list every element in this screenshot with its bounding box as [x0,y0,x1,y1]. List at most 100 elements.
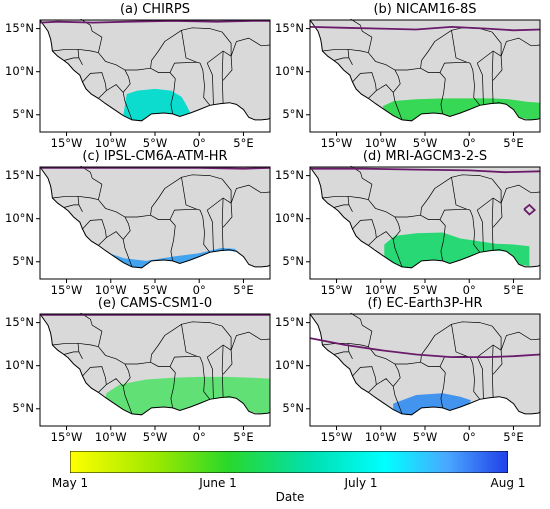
lon-tick-label: 5°E [503,283,524,297]
map-panel-cams-csm1-0: (e) CAMS-CSM1-0 15°N 10°N 5°N 15°W 10°W 5°W 0° 5… [5,296,271,456]
country-border [439,208,471,220]
country-border [368,378,403,415]
map-panel-ec-earth3p-hr: (f) EC-Earth3P-HR 15°N 10°N 5°N 15°W 10°W 5°W 0… [275,296,541,456]
lon-tick-label: 0° [192,136,206,150]
country-border [82,72,107,91]
country-border [492,56,503,81]
coastline [39,313,271,416]
rainfall-contour [40,167,271,170]
country-border [63,57,79,61]
colorbar-label: Date [275,490,305,504]
country-border [492,203,503,228]
country-border [170,225,176,261]
country-border [150,27,223,69]
lon-tick-label: 5°E [233,136,254,150]
panel-title: (b) NICAM16-8S [373,2,477,17]
lon-tick-label: 5°W [412,283,438,297]
lon-tick-label: 10°W [94,283,127,297]
lat-tick-label: 10°N [275,63,304,78]
country-border [420,321,493,363]
country-border [352,219,377,238]
lat-tick-label: 10°N [275,357,304,372]
country-border [206,209,214,252]
rainfall-contour [309,337,541,358]
onset-date-shading [109,248,244,268]
map-canvas [36,312,271,430]
lon-tick-label: 5°E [233,283,254,297]
country-border [368,346,401,387]
lon-tick-label: 0° [192,283,206,297]
country-border [63,204,79,208]
country-border [230,331,271,351]
country-border [491,344,494,398]
country-border [500,184,541,204]
coastline [309,166,541,269]
country-border [440,78,446,114]
country-border [98,84,133,121]
country-border [80,165,103,200]
map-panel-mri-agcm3-2-s: (d) MRI-AGCM3-2-S 15°N 10°N 5°N 15°W 10°W 5°W 0… [275,149,541,309]
country-border [368,52,401,93]
country-border [80,312,103,347]
lon-tick-label: 15°W [320,136,353,150]
lat-tick-label: 5°N [12,106,34,121]
lat-tick-label: 15°N [275,314,304,329]
colorbar-tick-july: July 1 [344,476,378,490]
map-canvas [306,165,541,283]
lon-tick-label: 5°W [142,283,168,297]
country-border [476,62,484,105]
country-border [169,61,201,73]
colorbar-tick-june: June 1 [199,476,237,490]
country-border [221,50,224,104]
country-border [170,78,176,114]
country-border [352,366,377,385]
country-border [352,72,377,91]
country-border [368,84,403,121]
lon-tick-label: 5°W [142,430,168,444]
country-border [394,67,446,79]
country-border [206,62,214,105]
onset-date-shading [384,232,530,268]
country-border [181,177,197,210]
country-border [170,372,176,408]
country-border [181,30,197,63]
colorbar-tick-may: May 1 [51,476,89,490]
country-border [221,344,224,398]
country-border [491,50,494,104]
country-border [333,204,349,208]
country-border [199,209,211,253]
lon-tick-label: 0° [462,283,476,297]
lon-tick-label: 5°W [412,430,438,444]
country-border [221,197,224,251]
country-border [63,351,79,355]
country-border [350,18,373,53]
lat-tick-label: 5°N [282,106,304,121]
lon-tick-label: 15°W [50,136,83,150]
colorbar [69,450,509,474]
country-border [500,331,541,351]
map-canvas [306,18,541,136]
lon-tick-label: 15°W [320,283,353,297]
country-border [222,350,233,375]
lon-tick-label: 10°W [364,136,397,150]
country-border [469,209,481,253]
country-border [420,174,493,216]
country-border [181,324,197,357]
map-canvas [306,312,541,430]
lon-tick-label: 15°W [50,430,83,444]
lat-tick-label: 10°N [5,357,34,372]
rainfall-contour [309,25,541,32]
country-border [199,356,211,400]
country-border [476,209,484,252]
lat-tick-label: 10°N [275,210,304,225]
lon-tick-label: 15°W [50,283,83,297]
lon-tick-label: 5°E [233,430,254,444]
lon-tick-label: 5°E [503,136,524,150]
lat-tick-label: 5°N [282,400,304,415]
country-border [491,197,494,251]
country-border [206,356,214,399]
lon-tick-label: 0° [192,430,206,444]
country-border [350,312,373,347]
country-border [199,62,211,106]
panel-title: (c) IPSL-CM6A-ATM-HR [82,149,228,164]
